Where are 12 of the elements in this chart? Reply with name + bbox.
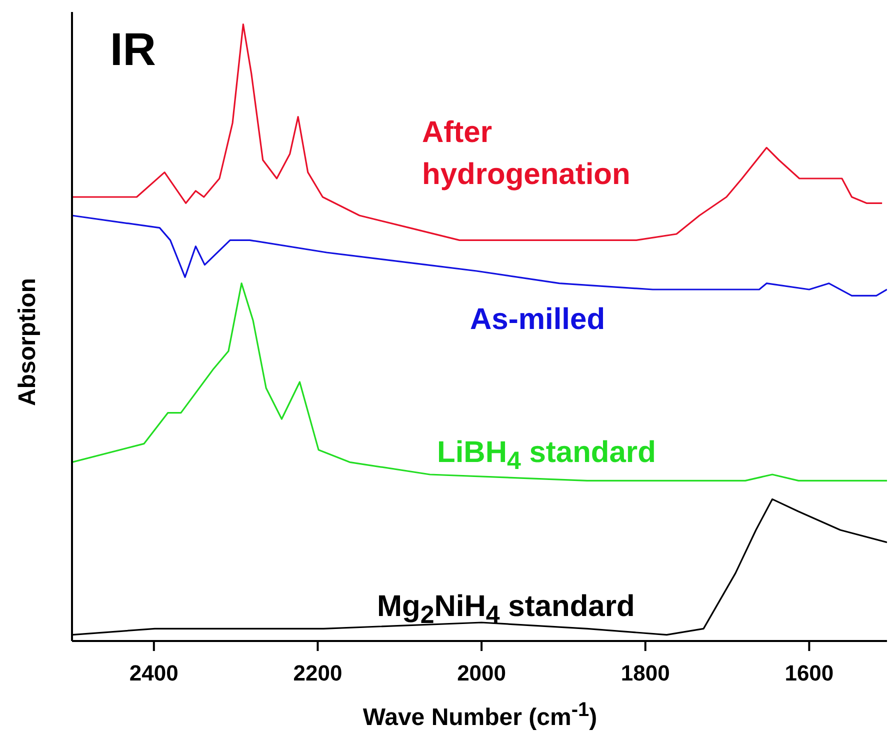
x-axis-title: Wave Number (cm$^{-1}$) — [362, 699, 598, 732]
series-label: Mg$_{2}$NiH$_{4}$ standard — [377, 589, 636, 631]
y-axis-title: Absorption — [14, 277, 42, 408]
x-tick-label: 2400 — [129, 660, 178, 686]
x-tick-label: 1800 — [620, 660, 670, 686]
x-tick-label: 2000 — [457, 660, 506, 686]
series-label: After hydrogenation — [422, 115, 630, 193]
series-label: As-milled — [470, 302, 606, 338]
series-label: LiBH$_{4}$ standard — [437, 435, 657, 477]
x-tick-label: 2200 — [293, 660, 342, 686]
x-tick-label: 1600 — [784, 660, 834, 686]
annotation: IR — [110, 22, 156, 76]
